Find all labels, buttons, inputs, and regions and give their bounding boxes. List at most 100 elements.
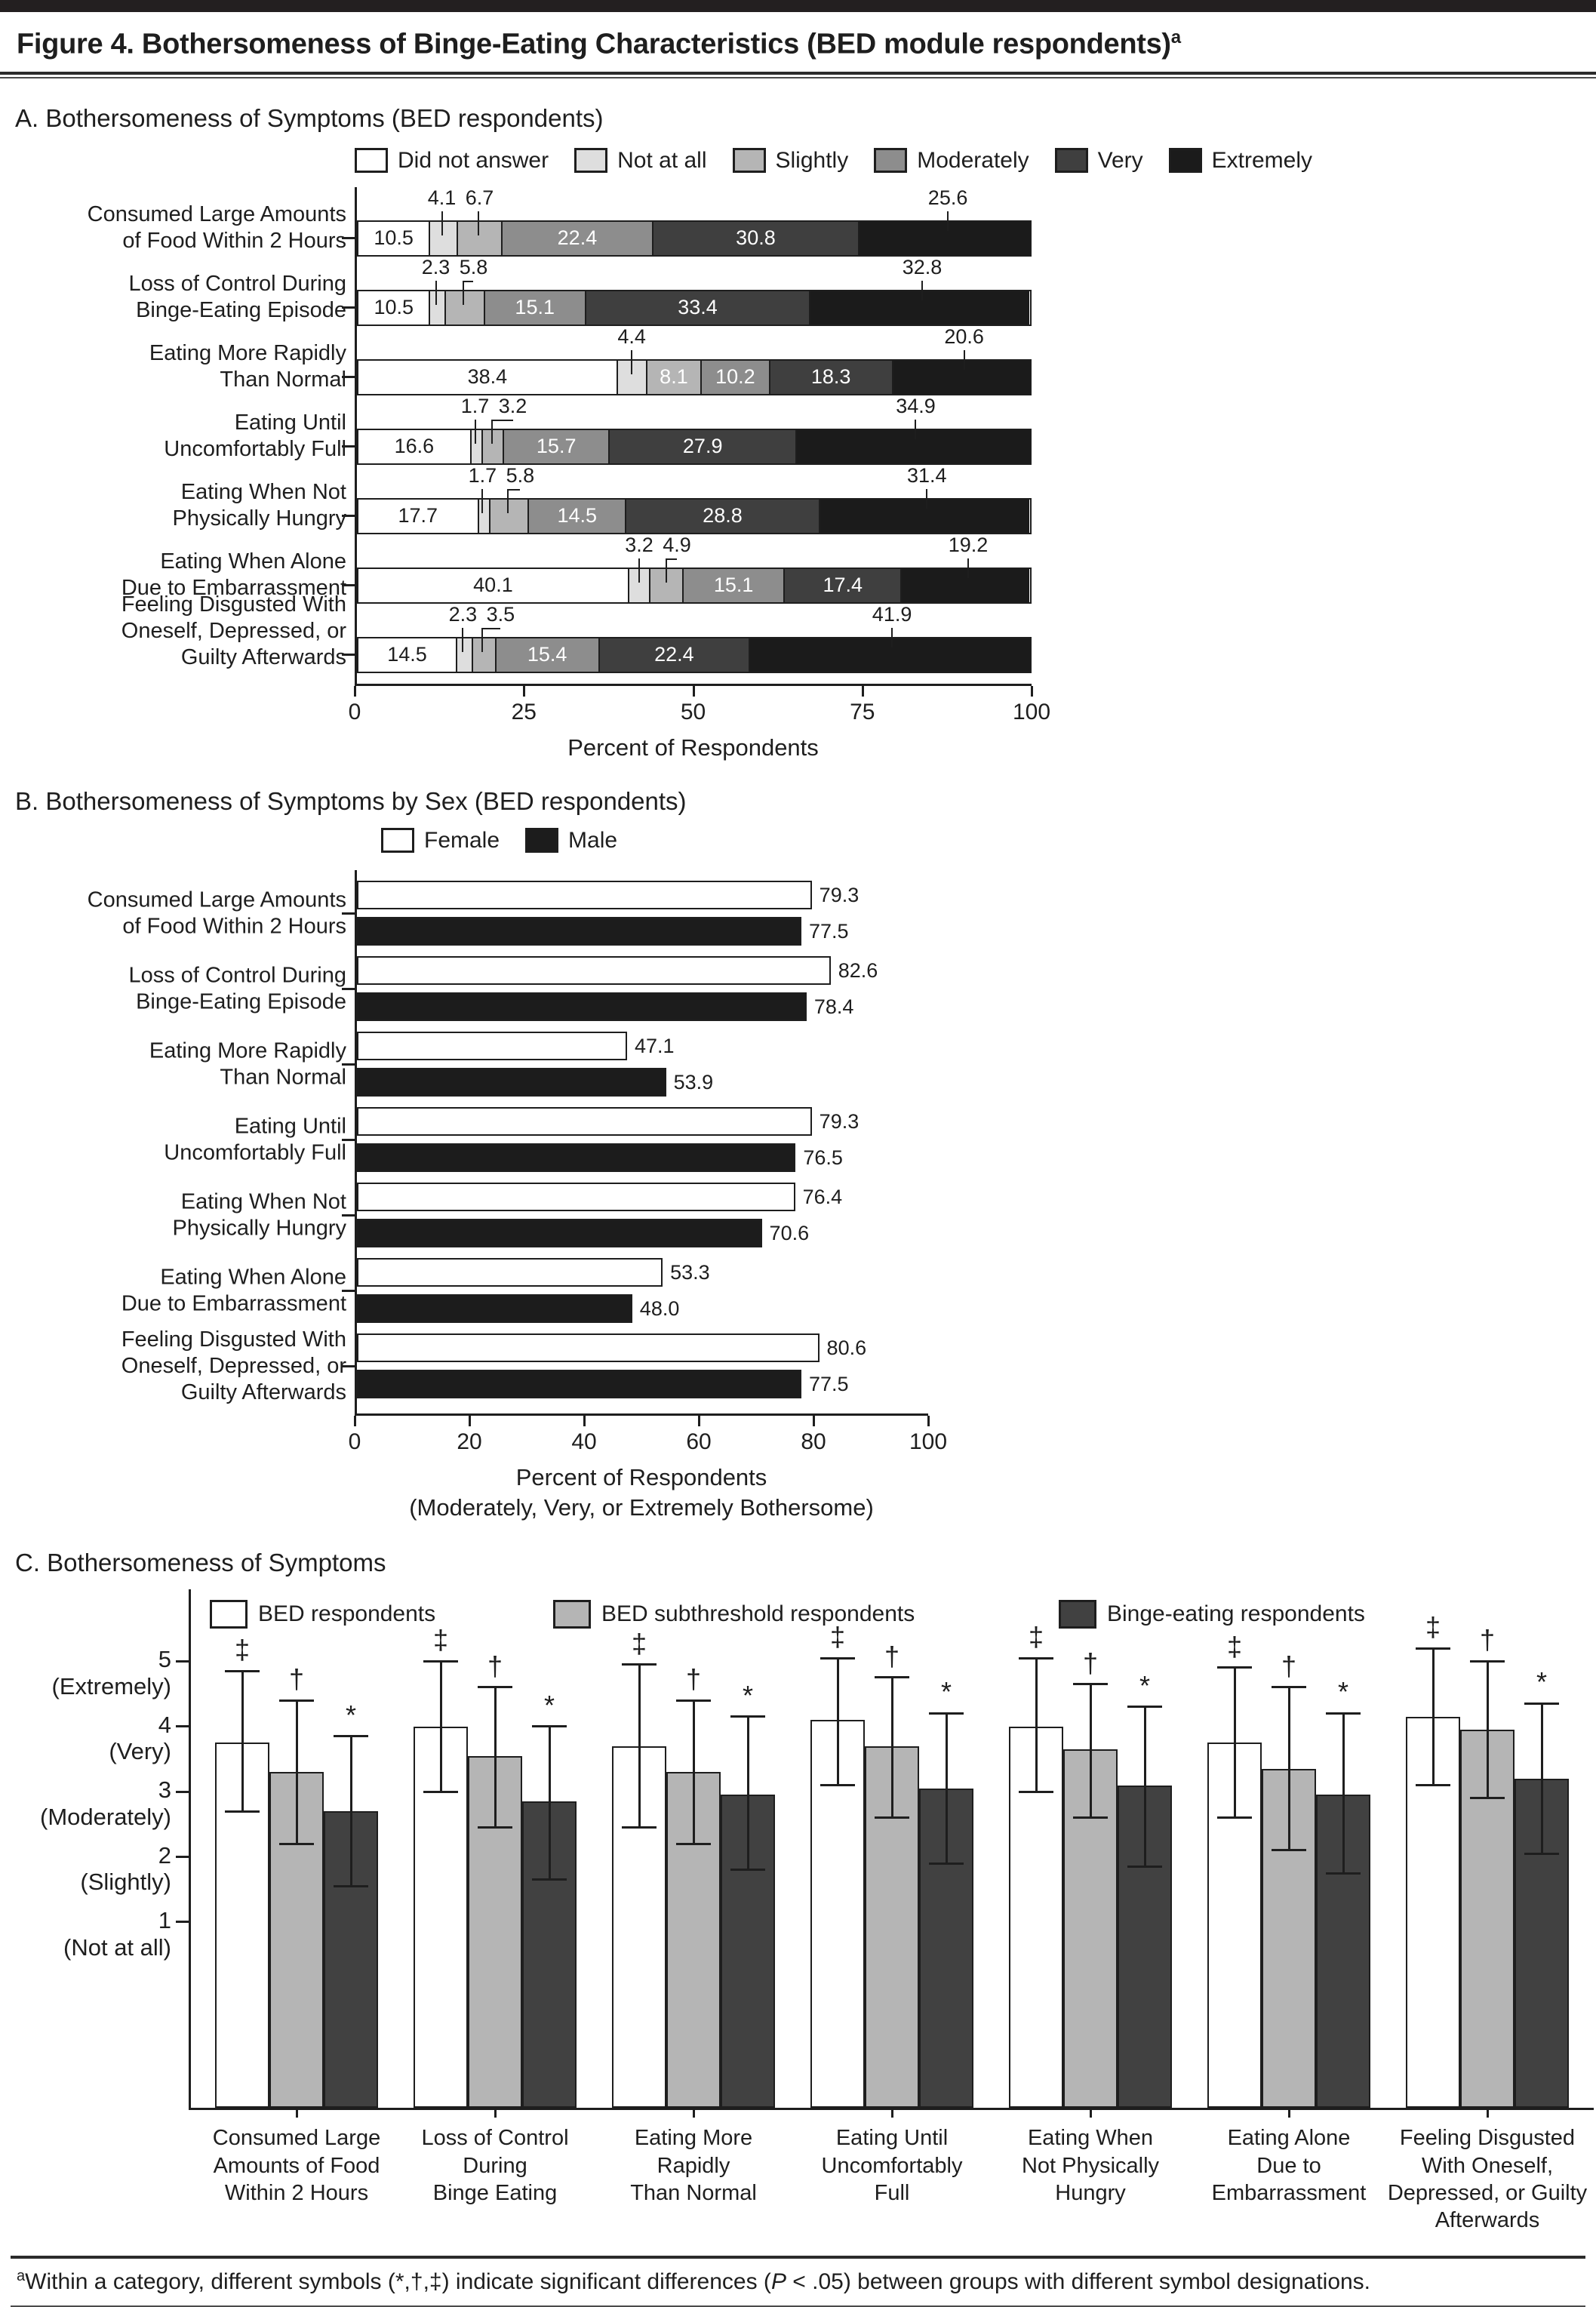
bar-segment-extremely — [795, 429, 1030, 463]
row-category-label-line: Binge-Eating Episode — [136, 989, 346, 1014]
panel-a-x-axis-title: Percent of Respondents — [567, 734, 819, 761]
error-bar-line — [890, 1677, 893, 1818]
bar-value-label: 80.6 — [826, 1336, 867, 1359]
callout-line — [441, 211, 443, 235]
bar-segment-very: 28.8 — [625, 499, 819, 533]
top-black-bar — [0, 0, 1596, 12]
legend-item-extremely: Extremely — [1168, 148, 1312, 174]
x-category-label-line: Eating When — [1027, 2126, 1154, 2151]
male-bar — [357, 992, 807, 1021]
x-category-label-line: Embarrassment — [1211, 2180, 1367, 2205]
x-axis-tick-label: 0 — [348, 1429, 361, 1454]
bar-segment-moderately: 10.2 — [700, 360, 769, 394]
legend-item-very: Very — [1054, 148, 1143, 174]
stacked-bar-row: Eating Until Uncomfortably Full 16.6 15.7 27… — [164, 394, 1032, 465]
error-bar-line — [836, 1658, 839, 1786]
y-tick-number: 1 — [158, 1906, 171, 1933]
error-bar-cap-bottom — [478, 1826, 512, 1829]
row-category-label-line: Eating More Rapidly — [149, 340, 346, 365]
male-bar — [357, 1369, 801, 1398]
significance-symbol: ‡ — [432, 1624, 449, 1656]
panel-b-x-axis-title: Percent of Respondents (Moderately, Very… — [355, 1463, 928, 1524]
row-category-label-line: Eating When Not — [180, 479, 346, 504]
error-bar-cap-top — [1217, 1666, 1252, 1669]
panel-b-heading: B. Bothersomeness of Symptoms by Sex (BE… — [15, 786, 687, 815]
error-bar-cap-bottom — [1524, 1852, 1559, 1855]
bar-segment-not-at-all — [429, 221, 457, 255]
error-bar-cap-top — [929, 1712, 964, 1715]
x-axis-tick — [583, 1415, 586, 1426]
row-category-label-line: Due to Embarrassment — [121, 1291, 346, 1316]
callout-value-label: 2.3 — [448, 602, 478, 626]
x-category-label: Feeling Disgusted With Oneself, Depressed,… — [1378, 2124, 1596, 2234]
error-bar-line — [945, 1713, 948, 1864]
figure-title-text: Figure 4. Bothersomeness of Binge-Eating… — [17, 28, 1171, 60]
error-bar-cap-bottom — [1127, 1866, 1162, 1869]
legend-item-slightly-swatch — [732, 148, 766, 174]
error-bar-cap-bottom — [622, 1826, 657, 1829]
segment-value-label: 22.4 — [654, 643, 694, 666]
y-tick-word: (Slightly) — [80, 1869, 171, 1896]
legend-item-not-at-all-swatch — [574, 148, 608, 174]
x-axis-tick — [890, 2108, 893, 2118]
male-bar — [357, 1067, 666, 1097]
x-axis-tick-label: 20 — [457, 1429, 482, 1454]
bar-value-label: 79.3 — [819, 1109, 860, 1133]
bar-segment-did-not-answer: 14.5 — [358, 638, 457, 672]
significance-symbol: † — [288, 1663, 305, 1695]
error-bar-cap-top — [1272, 1686, 1306, 1689]
row-category-label-line: Eating When Alone — [160, 1265, 346, 1290]
legend-swatch — [553, 1600, 591, 1629]
callout-value-label: 5.8 — [459, 255, 488, 278]
callout-elbow-line — [463, 280, 474, 282]
callout-value-label: 4.4 — [617, 325, 646, 348]
x-axis-tick-label: 100 — [909, 1429, 948, 1454]
x-category-label: Eating More Rapidly Than Normal — [584, 2124, 803, 2207]
x-axis-tick — [295, 2108, 298, 2118]
male-bar — [357, 1143, 796, 1172]
error-bar-cap-top — [334, 1735, 368, 1738]
legend-label: Binge-eating respondents — [1107, 1601, 1365, 1627]
callout-line — [915, 419, 917, 439]
segment-value-label: 17.4 — [823, 574, 863, 597]
callout-value-label: 3.2 — [498, 394, 527, 417]
male-bar — [357, 1293, 632, 1323]
error-bar-line — [692, 1700, 695, 1844]
error-bar-cap-bottom — [820, 1784, 855, 1786]
significance-symbol: ‡ — [829, 1621, 846, 1652]
bar-pair-group: Eating Until Uncomfortably Full 79.3 76.5 — [164, 1103, 928, 1178]
segment-value-label: 27.9 — [682, 435, 723, 458]
x-axis-tick-label: 80 — [801, 1429, 826, 1454]
panel-b: B. Bothersomeness of Symptoms by Sex (BE… — [0, 761, 1596, 1524]
bar-segment-moderately: 15.7 — [503, 429, 609, 463]
callout-value-label: 3.2 — [625, 533, 653, 556]
y-tick-number: 5 — [158, 1646, 171, 1673]
legend-swatch — [1059, 1600, 1096, 1629]
row-category-label-line: Eating When Not — [180, 1189, 346, 1214]
significance-symbol: † — [1281, 1650, 1297, 1681]
segment-value-label: 17.7 — [398, 504, 438, 528]
bar-segment-very: 22.4 — [598, 638, 749, 672]
x-axis-tick — [1486, 2108, 1489, 2118]
x-category-label-line: Afterwards — [1435, 2208, 1540, 2232]
stacked-bar: 40.1 15.1 17.4 — [357, 567, 1032, 604]
panel-b-x-axis: 0 20 40 60 80 100 — [349, 1415, 947, 1460]
y-axis-row-tick — [342, 236, 355, 239]
error-bar-cap-bottom — [730, 1869, 765, 1872]
y-axis-tick — [176, 1660, 189, 1663]
figure-title-superscript: a — [1170, 27, 1181, 48]
figure-title: Figure 4. Bothersomeness of Binge-Eating… — [17, 27, 1579, 61]
callout-line — [666, 558, 668, 583]
bar-value-label: 77.5 — [809, 919, 849, 943]
x-axis-tick — [692, 2108, 695, 2118]
callout-elbow-line — [508, 488, 521, 491]
error-bar-line — [548, 1726, 551, 1880]
callout-value-label: 3.5 — [486, 602, 515, 626]
error-bar-cap-top — [820, 1656, 855, 1660]
bar-segment-very: 27.9 — [608, 429, 796, 463]
error-bar-cap-bottom — [1326, 1872, 1361, 1875]
error-bar-cap-bottom — [1019, 1790, 1053, 1793]
legend-label: BED subthreshold respondents — [601, 1601, 915, 1627]
x-axis-tick-label: 40 — [571, 1429, 597, 1454]
significance-symbol: * — [345, 1699, 357, 1730]
